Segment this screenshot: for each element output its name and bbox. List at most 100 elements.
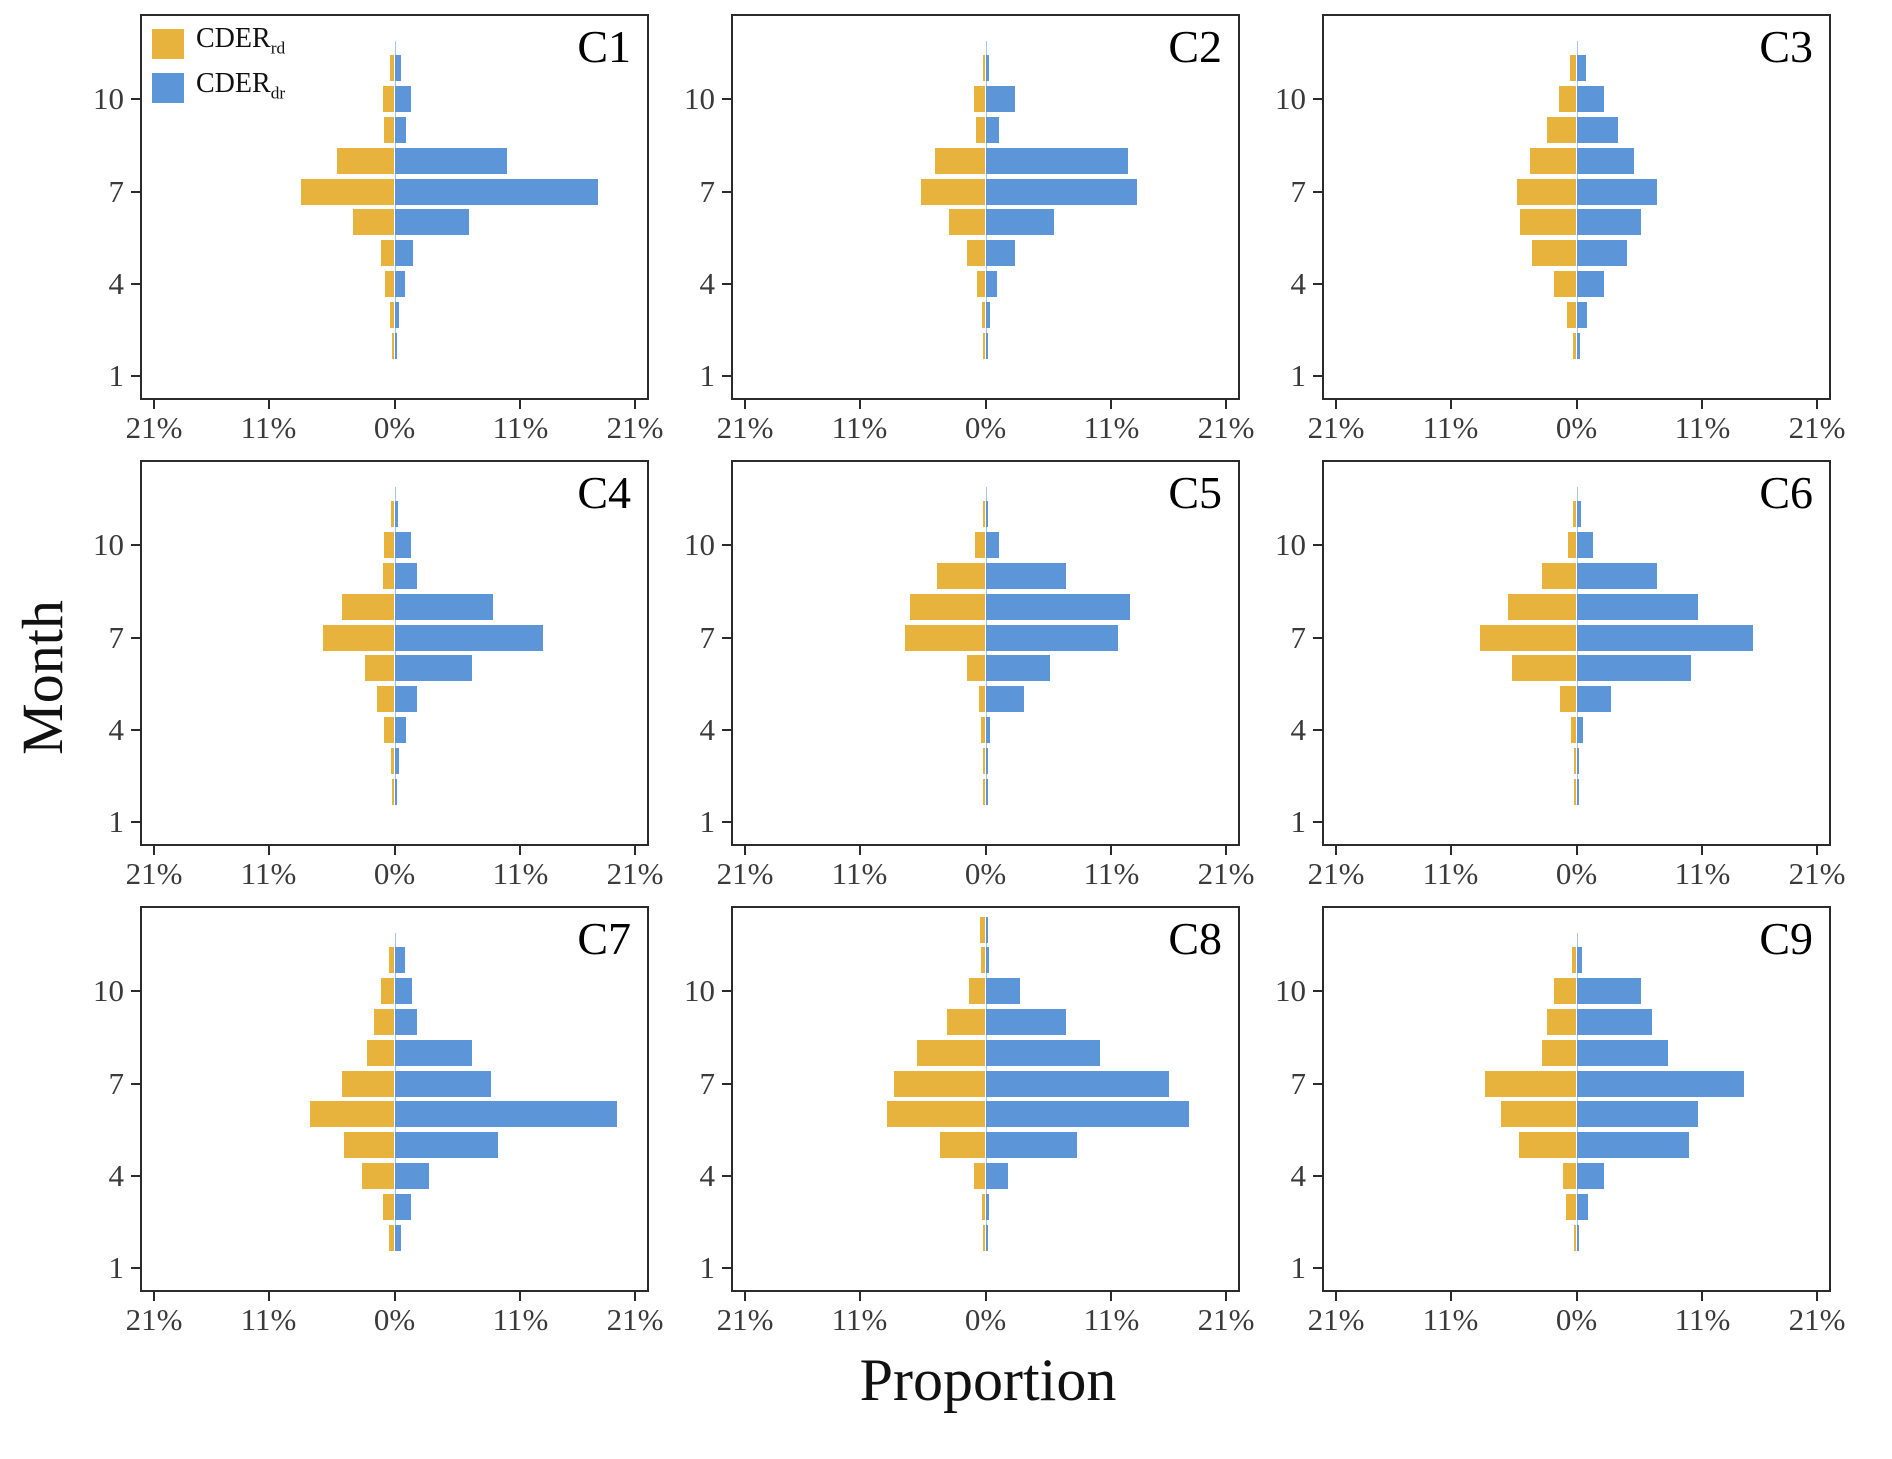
x-tick-mark [1110,846,1113,855]
bar-cder-rd-month-5 [380,240,395,267]
bar-cder-rd-month-9 [976,116,986,143]
bar-cder-dr-month-10 [1576,978,1641,1005]
bar-cder-rd-month-11 [983,55,986,82]
y-tick-label: 4 [699,1158,716,1194]
bar-cder-rd-month-5 [978,686,986,713]
y-tick-label: 1 [108,1250,125,1286]
bar-cder-dr-month-10 [394,978,412,1005]
bar-cder-dr-month-6 [394,655,473,682]
y-tick-label: 1 [108,358,125,394]
x-tick-label: 11% [492,1302,549,1337]
x-tick-mark [634,1292,636,1301]
bar-cder-rd-month-8 [1542,1039,1577,1066]
legend-label-dr: CDERdr [196,67,286,103]
x-tick-label: 11% [1083,410,1140,445]
x-tick-mark [1449,1292,1452,1301]
y-tick-mark [131,1082,140,1085]
bar-cder-dr-month-5 [985,686,1025,713]
y-tick-mark [1313,636,1322,639]
bar-cder-rd-month-7 [905,624,986,651]
y-tick-label: 1 [699,804,716,840]
x-tick-label: 11% [492,410,549,445]
x-tick-mark [393,1292,396,1301]
x-tick-mark [984,400,987,409]
plot-area-C7: C7 [140,906,649,1292]
y-tick-mark [1313,375,1322,378]
x-tick-mark [1816,1292,1818,1301]
bar-cder-rd-month-3 [982,1193,986,1220]
x-tick-mark [634,846,636,855]
y-tick-label: 7 [1290,173,1307,209]
x-tick-mark [519,1292,522,1301]
bar-cder-rd-month-9 [1546,1008,1577,1035]
bar-cder-dr-month-8 [985,147,1128,174]
bar-cder-dr-month-8 [394,1039,473,1066]
y-axis-title: Month [9,599,75,755]
y-tick-mark [722,544,731,547]
bar-cder-rd-month-4 [1570,717,1577,744]
x-tick-mark [1335,846,1337,855]
y-tick-label: 1 [1290,804,1307,840]
x-tick-mark [1575,400,1578,409]
y-tick-mark [131,98,140,101]
x-tick-label: 21% [1197,1302,1255,1337]
bar-cder-dr-month-5 [985,240,1016,267]
x-tick-mark [1575,846,1578,855]
bar-cder-rd-month-6 [1500,1101,1577,1128]
bar-cder-rd-month-7 [1484,1070,1577,1097]
bar-cder-rd-month-11 [1569,55,1577,82]
bar-cder-rd-month-9 [946,1008,986,1035]
bar-cder-rd-month-11 [391,501,395,528]
x-tick-label: 21% [125,856,183,891]
x-tick-mark [744,1292,746,1301]
x-tick-mark [1335,1292,1337,1301]
bar-cder-dr-month-12 [985,916,988,943]
bar-cder-rd-month-3 [383,1193,395,1220]
bar-cder-rd-month-3 [1567,301,1577,328]
y-tick-label: 4 [1290,1158,1307,1194]
bar-cder-rd-month-10 [1559,86,1577,113]
bar-cder-rd-month-11 [389,55,395,82]
x-tick-label: 21% [1307,1302,1365,1337]
bar-cder-dr-month-7 [1576,624,1753,651]
bar-cder-dr-month-7 [394,178,599,205]
y-tick-mark [131,990,140,993]
x-tick-label: 0% [373,1302,416,1337]
bar-cder-dr-month-11 [1576,947,1583,974]
x-tick-mark [153,400,155,409]
x-axis-title: Proportion [859,1347,1117,1413]
bar-cder-dr-month-11 [985,947,989,974]
y-tick-label: 1 [699,358,716,394]
panel-title-C9: C9 [1759,913,1813,964]
y-tick-mark [1313,544,1322,547]
bar-cder-rd-month-3 [982,301,986,328]
bar-cder-dr-month-5 [394,240,413,267]
bar-cder-dr-month-2 [394,332,397,359]
x-tick-mark [153,1292,155,1301]
bar-cder-rd-month-8 [916,1039,986,1066]
x-tick-mark [634,400,636,409]
bar-cder-dr-month-7 [394,624,544,651]
bar-cder-rd-month-3 [1566,1193,1577,1220]
y-tick-label: 7 [699,173,716,209]
y-tick-mark [722,190,731,193]
panel-C6: C6 1 4 7 10 21% 11% 0% 11% 21% [1266,460,1845,894]
bar-cder-dr-month-10 [1576,532,1593,559]
y-tick-label: 1 [699,1250,716,1286]
y-tick-mark [1313,190,1322,193]
bar-cder-rd-month-9 [1546,116,1577,143]
bar-cder-rd-month-12 [979,916,986,943]
bar-cder-rd-month-4 [977,271,986,298]
bar-cder-rd-month-6 [353,209,395,236]
bar-cder-dr-month-10 [394,86,411,113]
legend-item-rd: CDERrd [152,24,285,64]
y-tick-mark [1313,821,1322,824]
bar-cder-rd-month-8 [1507,593,1577,620]
y-tick-mark [1313,1267,1322,1270]
bar-cder-rd-month-9 [383,562,395,589]
x-tick-mark [1701,846,1704,855]
bar-cder-rd-month-5 [1531,240,1577,267]
x-tick-label: 0% [373,856,416,891]
bar-cder-dr-month-7 [985,624,1119,651]
bar-cder-rd-month-5 [1519,1132,1577,1159]
